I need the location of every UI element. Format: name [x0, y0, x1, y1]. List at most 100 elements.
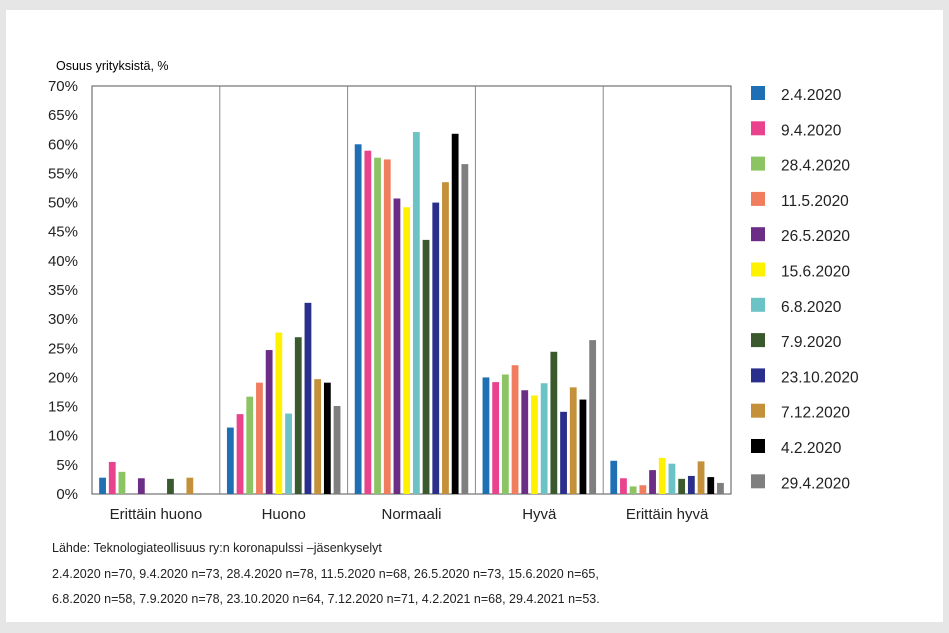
bar	[186, 477, 194, 494]
legend-swatch	[751, 191, 765, 206]
bar	[560, 411, 567, 494]
bar	[521, 390, 529, 494]
x-category-label: Normaali	[381, 506, 441, 523]
bar	[707, 477, 715, 494]
legend-swatch	[751, 156, 765, 171]
legend-label: 4.2.2020	[781, 440, 842, 457]
y-axis-label: Osuus yrityksistä, %	[56, 59, 169, 73]
y-tick-label: 0%	[56, 486, 78, 503]
legend-label: 15.6.2020	[781, 264, 850, 281]
bar	[639, 485, 647, 494]
legend-swatch	[751, 262, 765, 277]
legend-swatch	[751, 439, 765, 453]
bar	[246, 396, 254, 494]
y-tick-label: 10%	[48, 428, 78, 445]
bar	[265, 350, 273, 494]
bar	[629, 486, 637, 494]
bar	[717, 482, 724, 494]
y-tick-label: 60%	[48, 136, 78, 153]
legend-label: 28.4.2020	[781, 158, 850, 175]
x-category-label: Hyvä	[522, 506, 557, 523]
bar	[256, 382, 263, 494]
bar	[492, 382, 500, 494]
bar	[579, 399, 587, 494]
sample-sizes-line-2: 6.8.2020 n=58, 7.9.2020 n=78, 23.10.2020…	[52, 592, 600, 606]
bar	[226, 427, 234, 494]
bar	[589, 340, 597, 494]
legend-label: 23.10.2020	[781, 369, 859, 386]
legend-swatch	[751, 297, 765, 312]
bar	[275, 332, 283, 494]
bar	[99, 477, 106, 494]
x-category-label: Erittäin huono	[110, 506, 203, 523]
sample-sizes-line-1: 2.4.2020 n=70, 9.4.2020 n=73, 28.4.2020 …	[52, 567, 599, 581]
source-note: Lähde: Teknologiateollisuus ry:n koronap…	[52, 541, 382, 555]
bar	[118, 471, 126, 494]
bar	[403, 207, 411, 494]
bar	[687, 475, 695, 494]
y-tick-label: 15%	[48, 399, 78, 416]
legend-swatch	[751, 121, 765, 136]
x-category-label: Huono	[262, 506, 306, 523]
legend-label: 26.5.2020	[781, 228, 850, 245]
bar	[364, 150, 372, 494]
bar	[620, 478, 627, 494]
plot-area: 0% 5% 10% 15% 20% 25% 30% 35% 40% 45% 50% 55% 60% 65%…	[48, 78, 732, 523]
bar	[374, 157, 381, 495]
y-tick-label: 50%	[48, 195, 78, 212]
bar	[697, 461, 705, 494]
bar	[167, 478, 174, 494]
legend-swatch	[751, 333, 765, 348]
legend-label: 9.4.2020	[781, 122, 842, 139]
bar	[314, 379, 322, 494]
bar	[137, 478, 145, 494]
bar	[236, 414, 244, 494]
y-tick-label: 55%	[48, 165, 78, 182]
legend-label: 11.5.2020	[781, 193, 849, 210]
y-tick-label: 20%	[48, 369, 78, 386]
y-tick-label: 5%	[56, 457, 78, 474]
bar	[354, 144, 362, 495]
y-tick-label: 30%	[48, 311, 78, 328]
legend-swatch	[751, 86, 765, 100]
bar	[668, 463, 676, 494]
legend-label: 2.4.2020	[781, 87, 842, 104]
bar	[432, 202, 440, 495]
bar	[442, 182, 449, 494]
y-tick-label: 40%	[48, 253, 78, 270]
legend-swatch	[751, 474, 765, 489]
bar	[531, 395, 538, 494]
bar	[569, 387, 577, 494]
y-tick-label: 25%	[48, 340, 78, 357]
legend-label: 6.8.2020	[781, 299, 842, 316]
y-tick-label: 70%	[48, 78, 78, 95]
bar	[422, 239, 430, 494]
y-tick-label: 45%	[48, 224, 78, 241]
bar	[383, 159, 391, 494]
bar	[501, 374, 509, 494]
plot-frame	[91, 85, 732, 495]
legend-swatch	[751, 368, 765, 383]
bar	[511, 365, 519, 494]
legend-label: 7.9.2020	[781, 334, 842, 351]
chart-card	[6, 10, 943, 622]
legend-label: 29.4.2020	[781, 475, 850, 492]
bar	[451, 133, 459, 494]
y-tick-label: 35%	[48, 282, 78, 299]
bar	[333, 405, 341, 494]
bar	[550, 351, 558, 494]
legend: 2.4.2020 9.4.2020 28.4.2020 11.5.2020 26.5.2…	[751, 86, 859, 492]
bar	[649, 470, 656, 494]
legend-label: 7.12.2020	[781, 405, 850, 422]
bar	[678, 478, 686, 494]
legend-swatch	[751, 403, 765, 418]
bar	[540, 383, 548, 494]
bar	[461, 164, 469, 495]
bar	[658, 457, 666, 494]
bar	[412, 132, 420, 494]
y-tick-label: 65%	[48, 107, 78, 124]
bar	[323, 382, 331, 494]
bar	[304, 302, 312, 494]
